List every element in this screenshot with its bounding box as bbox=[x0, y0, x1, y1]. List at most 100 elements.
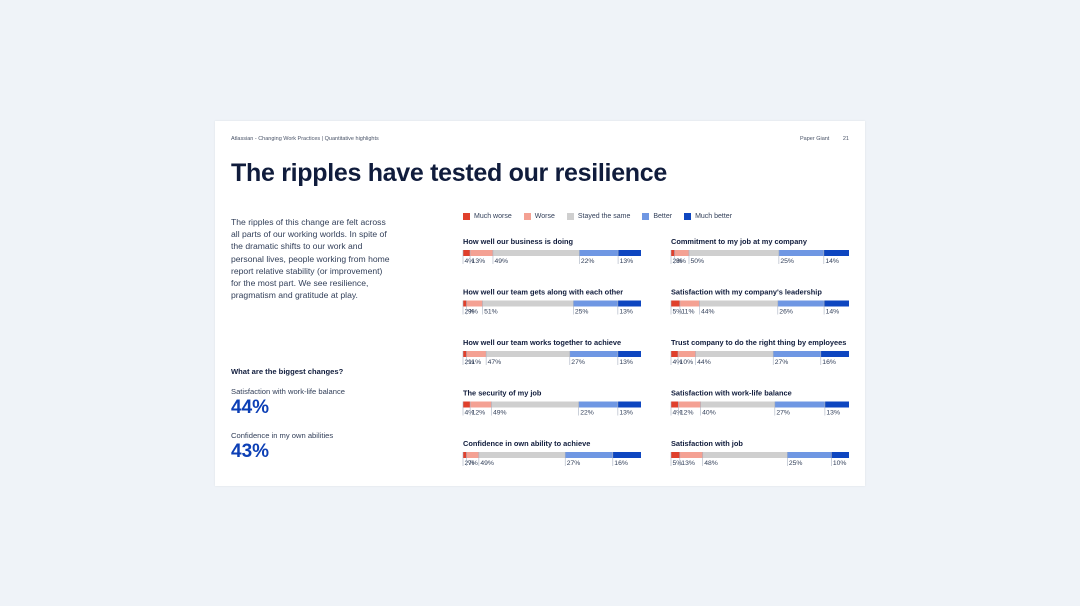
data-label: 9% bbox=[468, 309, 478, 316]
data-label: 27% bbox=[567, 460, 581, 467]
bar-segment-much-worse bbox=[463, 300, 467, 307]
bar-segment-worse bbox=[470, 250, 493, 256]
bar-segment-much-worse bbox=[671, 300, 680, 307]
legend-item-worse: Worse bbox=[523, 213, 555, 220]
page-number: 21 bbox=[842, 136, 849, 142]
intro-text: The ripples of this change are felt acro… bbox=[231, 217, 390, 301]
header-right: Paper Giant 21 bbox=[800, 136, 849, 142]
bar-segment-much-better bbox=[831, 452, 849, 458]
bar-segment-same bbox=[688, 250, 779, 256]
stat-value-confidence: 43% bbox=[231, 441, 270, 462]
bar-segment-worse bbox=[466, 452, 479, 458]
bar-segment-worse bbox=[679, 300, 700, 307]
data-label: 13% bbox=[681, 460, 695, 467]
chart-title: How well our business is doing bbox=[463, 237, 574, 246]
chart-10: Satisfaction with job 5%13% 48% 25% 10% bbox=[670, 439, 849, 467]
data-label: 26% bbox=[779, 309, 793, 316]
legend-item-much-better: Much better bbox=[684, 213, 732, 220]
data-label: 13% bbox=[619, 410, 633, 417]
legend-item-better: Better bbox=[642, 213, 672, 220]
chart-title: Confidence in own ability to achieve bbox=[463, 439, 590, 448]
header-breadcrumb: Atlassian - Changing Work Practices | Qu… bbox=[231, 136, 379, 142]
bar-segment-much-worse bbox=[463, 351, 467, 357]
data-label: 12% bbox=[472, 410, 486, 417]
data-label: 4% bbox=[673, 410, 683, 417]
data-label: 51% bbox=[484, 309, 498, 316]
legend-label: Worse bbox=[534, 213, 555, 220]
data-label: 27% bbox=[776, 410, 790, 417]
chart-9: Satisfaction with work-life balance 4%12%… bbox=[670, 389, 849, 417]
data-label: 25% bbox=[789, 460, 803, 467]
bar-segment-better bbox=[777, 300, 825, 307]
legend-label: Much better bbox=[695, 213, 733, 220]
chart-legend: Much worse Worse Stayed the same Better … bbox=[463, 213, 744, 220]
bar-segment-worse bbox=[679, 452, 703, 458]
changes-heading: What are the biggest changes? bbox=[231, 367, 344, 376]
data-label: 13% bbox=[619, 359, 633, 366]
data-label: 44% bbox=[701, 309, 715, 316]
data-label: 7% bbox=[468, 460, 478, 467]
data-label: 13% bbox=[472, 258, 486, 265]
bar-segment-much-better bbox=[617, 300, 641, 307]
bar-segment-same bbox=[482, 300, 574, 307]
bar-segment-better bbox=[774, 401, 825, 408]
legend-label: Better bbox=[653, 213, 673, 220]
data-label: 13% bbox=[619, 309, 633, 316]
chart-5: Confidence in own ability to achieve 2%7%… bbox=[462, 439, 641, 467]
bar-segment-better bbox=[569, 351, 618, 357]
page-title: The ripples have tested our resilience bbox=[231, 159, 667, 187]
bar-segment-much-worse bbox=[463, 250, 471, 256]
data-label: 4% bbox=[465, 258, 475, 265]
data-label: 4% bbox=[465, 410, 475, 417]
chart-2: How well our team gets along with each o… bbox=[462, 288, 641, 316]
data-label: 10% bbox=[680, 359, 694, 366]
chart-title: Satisfaction with job bbox=[671, 439, 743, 448]
legend-item-same: Stayed the same bbox=[566, 213, 630, 220]
data-label: 49% bbox=[494, 258, 508, 265]
bar-segment-worse bbox=[678, 351, 696, 357]
data-label: 11% bbox=[468, 359, 481, 366]
bar-segment-worse bbox=[466, 300, 483, 307]
bar-segment-much-worse bbox=[671, 452, 680, 458]
chart-title: Trust company to do the right thing by e… bbox=[671, 338, 846, 347]
chart-8: Trust company to do the right thing by e… bbox=[670, 338, 849, 366]
legend-swatch bbox=[463, 213, 470, 220]
bar-segment-much-worse bbox=[671, 351, 679, 357]
slide: Atlassian - Changing Work Practices | Qu… bbox=[215, 121, 865, 486]
bar-segment-same bbox=[695, 351, 774, 357]
stat-label-work-life: Satisfaction with work-life balance bbox=[231, 387, 345, 396]
bar-segment-worse bbox=[466, 351, 487, 357]
legend-swatch bbox=[566, 213, 574, 220]
brand-label: Paper Giant bbox=[799, 136, 830, 142]
bar-segment-much-better bbox=[824, 401, 849, 408]
data-label: 16% bbox=[614, 460, 628, 467]
bar-segment-better bbox=[579, 250, 619, 256]
bar-segment-better bbox=[787, 452, 832, 458]
chart-7: Satisfaction with my company's leadershi… bbox=[670, 288, 849, 316]
bar-segment-better bbox=[773, 351, 821, 357]
chart-3: How well our team works together to achi… bbox=[462, 338, 641, 366]
data-label: 27% bbox=[571, 359, 585, 366]
data-label: 10% bbox=[833, 460, 847, 467]
stat-value-work-life: 44% bbox=[231, 397, 270, 418]
bar-segment-same bbox=[702, 452, 788, 458]
chart-title: How well our team gets along with each o… bbox=[463, 288, 623, 297]
bar-segment-worse bbox=[674, 250, 689, 256]
bar-segment-same bbox=[699, 300, 778, 307]
data-label: 14% bbox=[825, 258, 839, 265]
data-label: 49% bbox=[480, 460, 494, 467]
data-label: 14% bbox=[826, 309, 840, 316]
chart-title: How well our team works together to achi… bbox=[463, 338, 621, 347]
legend-swatch bbox=[642, 213, 650, 220]
bar-segment-much-better bbox=[618, 250, 641, 256]
data-label: 49% bbox=[493, 410, 507, 417]
bar-segment-worse bbox=[678, 401, 701, 408]
data-label: 50% bbox=[690, 258, 704, 265]
data-label: 44% bbox=[697, 359, 711, 366]
bar-segment-same bbox=[492, 250, 580, 256]
data-label: 25% bbox=[575, 309, 589, 316]
bar-segment-much-better bbox=[823, 250, 849, 256]
bar-segment-better bbox=[565, 452, 613, 458]
data-label: 22% bbox=[580, 410, 594, 417]
